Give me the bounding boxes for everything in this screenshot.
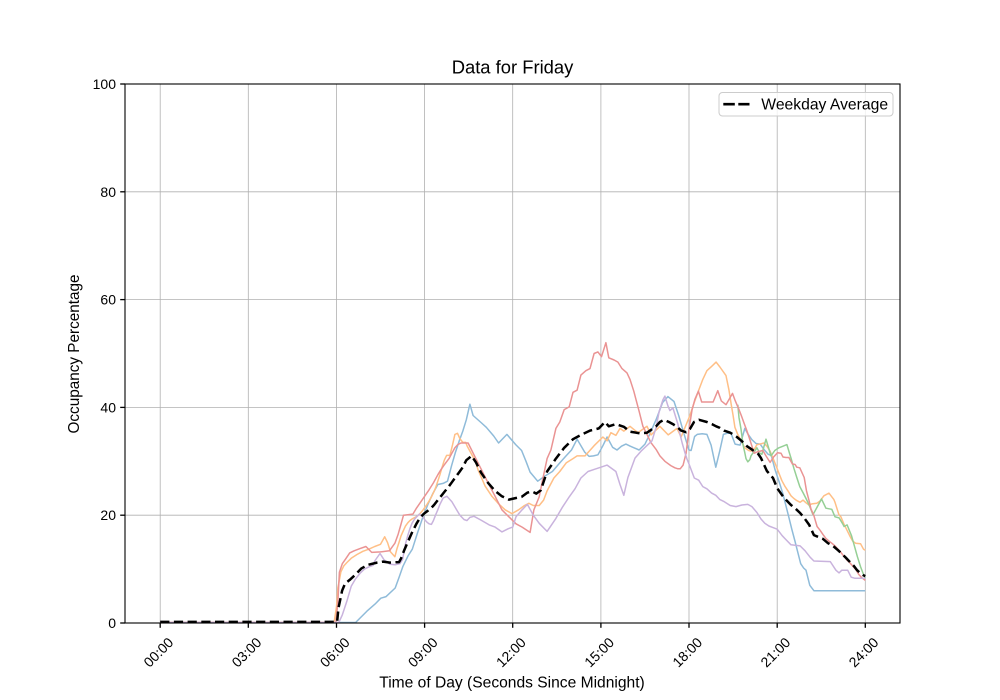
svg-text:Weekday Average: Weekday Average [761, 97, 888, 114]
svg-text:60: 60 [100, 292, 116, 308]
svg-text:20: 20 [100, 507, 116, 523]
svg-text:Data for Friday: Data for Friday [452, 57, 574, 78]
svg-text:40: 40 [100, 399, 116, 415]
svg-text:100: 100 [93, 76, 117, 92]
svg-text:Occupancy Percentage: Occupancy Percentage [66, 274, 83, 433]
svg-text:Time of Day (Seconds Since Mid: Time of Day (Seconds Since Midnight) [379, 675, 645, 692]
svg-text:80: 80 [100, 184, 116, 200]
svg-text:0: 0 [108, 615, 116, 631]
